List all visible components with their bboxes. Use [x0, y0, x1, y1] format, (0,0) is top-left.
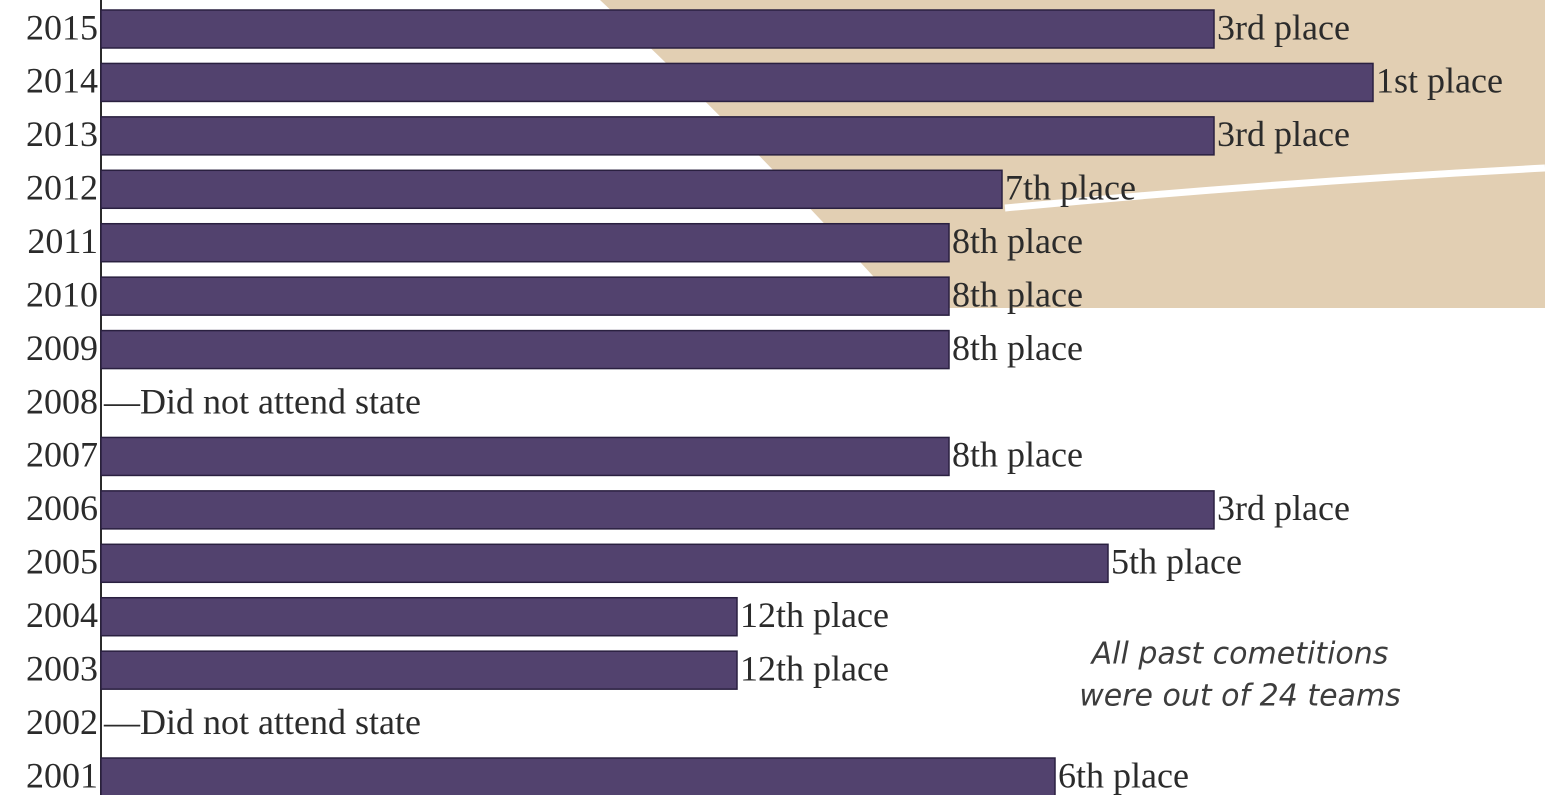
- bar: [100, 9, 1215, 49]
- value-label: 5th place: [1111, 542, 1242, 582]
- y-tick-label: 2003: [26, 648, 98, 688]
- y-tick-label: 2004: [26, 595, 98, 635]
- bar: [100, 276, 950, 316]
- value-label: —Did not attend state: [103, 381, 421, 421]
- bar: [100, 436, 950, 477]
- y-tick-label: 2011: [27, 221, 98, 261]
- y-tick-label: 2009: [26, 328, 98, 368]
- value-label: 8th place: [952, 328, 1083, 368]
- y-tick-label: 2015: [26, 7, 98, 47]
- bars: 2015 3rd place 2014 1st place 2013 3rd place 2…: [26, 7, 1503, 795]
- value-label: 12th place: [740, 648, 889, 688]
- y-tick-label: 2013: [26, 114, 98, 154]
- y-tick-label: 2002: [26, 702, 98, 742]
- value-label: 8th place: [952, 274, 1083, 314]
- value-label: 3rd place: [1217, 114, 1350, 154]
- bar: [100, 169, 1003, 210]
- bar: [100, 543, 1109, 584]
- value-label: 1st place: [1376, 61, 1503, 101]
- annotation: All past cometitions: [1090, 637, 1389, 672]
- y-tick-label: 2010: [26, 274, 98, 314]
- y-tick-label: 2001: [26, 755, 98, 795]
- bar: [100, 116, 1215, 156]
- annotation: were out of 24 teams: [1079, 679, 1401, 714]
- y-tick-label: 2005: [26, 542, 98, 582]
- bar: [100, 596, 738, 637]
- value-label: —Did not attend state: [103, 702, 421, 742]
- y-tick-label: 2012: [26, 168, 98, 208]
- bar: [100, 757, 1056, 795]
- y-tick-label: 2014: [26, 61, 98, 101]
- bar: [100, 222, 950, 263]
- value-label: 7th place: [1005, 168, 1136, 208]
- value-label: 8th place: [952, 435, 1083, 475]
- bar: [100, 329, 950, 370]
- bar: [100, 62, 1374, 103]
- y-tick-label: 2006: [26, 488, 98, 528]
- value-label: 3rd place: [1217, 7, 1350, 47]
- value-label: 3rd place: [1217, 488, 1350, 528]
- bar: [100, 650, 738, 690]
- bar: [100, 490, 1215, 530]
- y-tick-label: 2008: [26, 381, 98, 421]
- value-label: 12th place: [740, 595, 889, 635]
- swoosh-line: [1004, 164, 1545, 212]
- value-label: 6th place: [1058, 755, 1189, 795]
- value-label: 8th place: [952, 221, 1083, 261]
- y-tick-label: 2007: [26, 435, 98, 475]
